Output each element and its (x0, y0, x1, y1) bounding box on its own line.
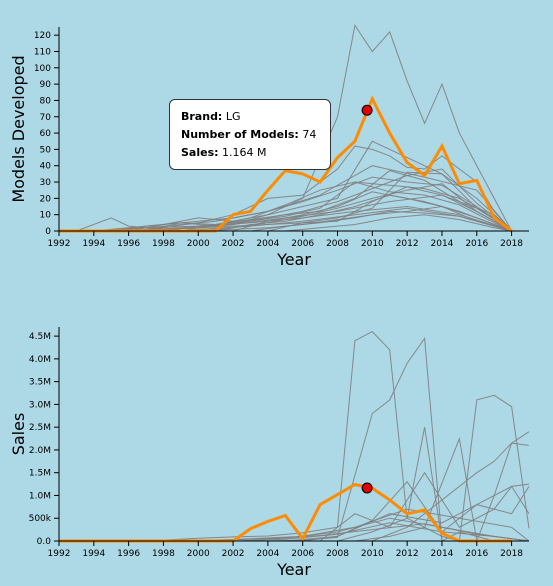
context-series-line (285, 485, 530, 542)
context-series-line (198, 508, 530, 542)
x-tick-label: 2000 (187, 239, 210, 249)
context-series-line (180, 181, 512, 232)
x-tick-label: 2010 (361, 239, 384, 249)
tooltip-sales-label: Sales: (181, 146, 219, 159)
tooltip-models-value: 74 (302, 128, 317, 141)
y-tick-label: 4.0M (29, 355, 51, 365)
context-series-line (198, 205, 512, 232)
x-tick-label: 2000 (187, 549, 210, 559)
y-tick-label: 0 (45, 227, 51, 237)
y-tick-label: 90 (40, 80, 52, 90)
tooltip-sales-value: 1.164 M (222, 146, 267, 159)
x-tick-label: 2012 (396, 549, 419, 559)
context-series-line (111, 165, 512, 232)
highlight-series-line (59, 482, 512, 543)
y-tick-label: 3.0M (29, 400, 51, 410)
tooltip-models-label: Number of Models: (181, 128, 299, 141)
x-axis-title: Year (276, 250, 311, 269)
x-tick-label: 2004 (256, 549, 279, 559)
context-series-line (93, 205, 512, 232)
x-tick-label: 2016 (465, 549, 488, 559)
x-tick-label: 2008 (326, 239, 349, 249)
y-tick-label: 1.0M (29, 491, 51, 501)
selected-point-marker (361, 482, 373, 494)
y-tick-label: 10 (40, 211, 52, 221)
x-tick-label: 2004 (256, 239, 279, 249)
x-tick-label: 1994 (82, 239, 105, 249)
y-tick-label: 0.0 (37, 537, 52, 547)
context-series-line (354, 436, 530, 543)
x-tick-label: 2014 (431, 239, 454, 249)
x-tick-label: 2010 (361, 549, 384, 559)
y-tick-label: 80 (40, 96, 52, 106)
x-tick-label: 2006 (291, 239, 314, 249)
x-tick-label: 1992 (48, 549, 71, 559)
x-tick-label: 1996 (117, 239, 140, 249)
context-series-line (285, 214, 512, 232)
y-tick-label: 50 (40, 145, 52, 155)
context-series-line (267, 336, 512, 542)
y-tick-label: 500k (29, 514, 52, 524)
context-series-line (128, 145, 512, 232)
y-axis-title: Models Developed (9, 55, 28, 202)
x-tick-label: 2002 (222, 549, 245, 559)
x-axis-title: Year (276, 560, 311, 579)
x-tick-label: 1996 (117, 549, 140, 559)
x-tick-label: 2008 (326, 549, 349, 559)
x-tick-label: 2006 (291, 549, 314, 559)
context-series-line (372, 431, 530, 542)
context-series-line (232, 191, 512, 232)
x-tick-label: 2018 (500, 549, 523, 559)
context-series-line (128, 140, 512, 232)
tooltip-sales-row: Sales: 1.164 M (181, 144, 319, 162)
y-tick-label: 100 (34, 64, 51, 74)
y-tick-label: 1.5M (29, 469, 51, 479)
y-tick-label: 2.0M (29, 446, 51, 456)
models-chart: 1992 1994 1996 1998 2000 2002 2004 2006 2008 2010… (9, 24, 529, 269)
x-tick-label: 1992 (48, 239, 71, 249)
y-tick-label: 120 (34, 31, 51, 41)
y-tick-label: 60 (40, 129, 52, 139)
y-axis-title: Sales (9, 413, 28, 456)
x-tick-label: 1998 (152, 549, 175, 559)
x-tick-label: 1994 (82, 549, 105, 559)
x-tick-label: 2018 (500, 239, 523, 249)
context-series-line (163, 207, 512, 232)
x-tick-label: 2014 (431, 549, 454, 559)
y-tick-label: 4.5M (29, 332, 51, 342)
y-tick-label: 2.5M (29, 423, 51, 433)
y-tick-label: 110 (34, 47, 51, 57)
tooltip-brand-row: Brand: LG (181, 108, 319, 126)
y-tick-label: 30 (40, 178, 52, 188)
tooltip-brand-label: Brand: (181, 110, 223, 123)
context-series-line (267, 171, 512, 232)
context-series-line (128, 330, 512, 542)
y-tick-label: 70 (40, 113, 52, 123)
x-tick-label: 2012 (396, 239, 419, 249)
selected-point-marker (361, 104, 373, 116)
tooltip-brand-value: LG (225, 110, 241, 123)
context-series-line (319, 471, 530, 542)
x-tick-label: 2002 (222, 239, 245, 249)
y-tick-label: 3.5M (29, 378, 51, 388)
tooltip: Brand: LG Number of Models: 74 Sales: 1.… (169, 99, 331, 170)
y-tick-label: 20 (40, 194, 52, 204)
y-tick-label: 40 (40, 162, 52, 172)
tooltip-models-row: Number of Models: 74 (181, 126, 319, 144)
x-tick-label: 1998 (152, 239, 175, 249)
x-tick-label: 2016 (465, 239, 488, 249)
sales-chart: 1992 1994 1996 1998 2000 2002 2004 2006 2008 2010… (9, 327, 530, 579)
